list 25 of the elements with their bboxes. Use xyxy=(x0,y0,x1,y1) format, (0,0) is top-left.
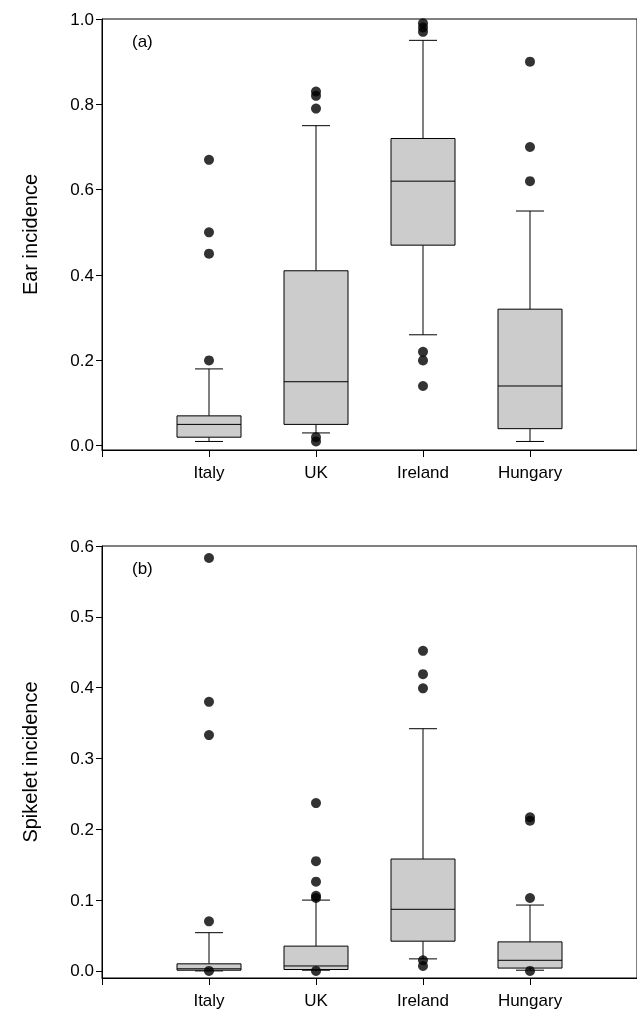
x-tick-label: Hungary xyxy=(497,991,563,1010)
x-tick-label: Italy xyxy=(193,991,226,1010)
annotation: (a) xyxy=(132,32,153,51)
x-tick-label: UK xyxy=(304,463,329,482)
y-tick-label: 0.0 xyxy=(70,961,94,981)
y-axis-title: Ear incidence xyxy=(19,173,41,296)
x-tick-label: Italy xyxy=(193,463,226,482)
y-tick-label: 0.4 xyxy=(70,678,94,698)
y-tick-label: 0.4 xyxy=(70,265,94,285)
x-tick-label: Ireland xyxy=(397,463,449,482)
x-tick-label: UK xyxy=(304,991,329,1010)
y-tick-label: 0.6 xyxy=(70,180,94,200)
y-tick-label: 1.0 xyxy=(70,9,94,29)
y-tick-label: 0.5 xyxy=(70,607,94,627)
annotation: (b) xyxy=(132,559,153,578)
y-tick-label: 0.1 xyxy=(70,890,94,910)
y-tick-label: 0.2 xyxy=(70,350,94,370)
y-tick-label: 0.3 xyxy=(70,748,94,768)
y-axis-title: Spikelet incidence xyxy=(19,681,41,843)
y-tick-label: 0.0 xyxy=(70,436,94,456)
x-tick-label: Hungary xyxy=(497,463,563,482)
y-tick-label: 0.8 xyxy=(70,94,94,114)
x-tick-label: Ireland xyxy=(397,991,449,1010)
y-tick-label: 0.6 xyxy=(70,536,94,556)
y-tick-label: 0.2 xyxy=(70,819,94,839)
